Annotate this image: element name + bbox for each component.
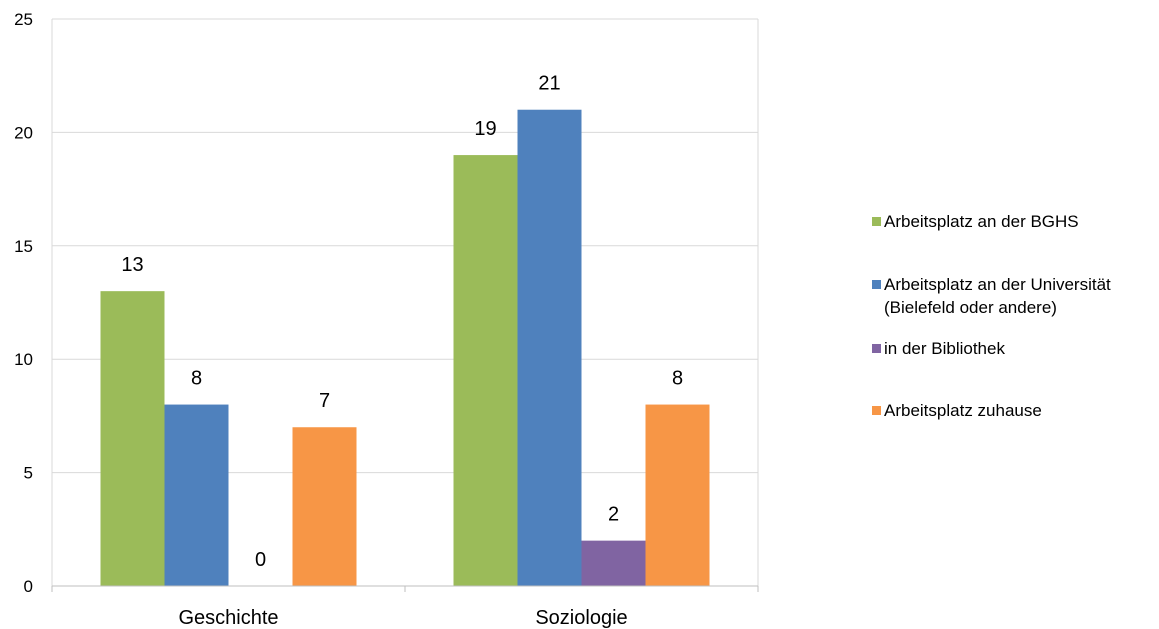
- gridlines: [51, 18, 759, 586]
- data-label: 2: [608, 504, 619, 526]
- legend: Arbeitsplatz an der BGHS Arbeitsplatz an …: [872, 0, 1159, 629]
- legend-label-line: Arbeitsplatz zuhause: [884, 401, 1042, 420]
- y-axis-tick-labels: 0 5 10 15 20 25: [14, 10, 33, 596]
- data-label: 13: [121, 254, 143, 276]
- bar: [645, 404, 710, 586]
- y-tick-label: 5: [24, 464, 33, 483]
- legend-label-line: Arbeitsplatz an der BGHS: [884, 212, 1079, 231]
- legend-item: Arbeitsplatz an der BGHS: [872, 210, 1079, 233]
- data-label: 7: [319, 390, 330, 412]
- value-labels: 13 8 0 7 19 21 2 8: [121, 73, 683, 571]
- bar-chart: 0 5 10 15 20 25 13 8 0 7 19 21 2 8 Geschichte Soziolo…: [14, 10, 759, 629]
- data-label: 8: [191, 368, 202, 390]
- data-label: 8: [672, 368, 683, 390]
- data-label: 21: [538, 73, 560, 95]
- legend-label-line: in der Bibliothek: [884, 339, 1005, 358]
- x-axis: [51, 585, 759, 592]
- legend-label: Arbeitsplatz an der Universität (Bielefel…: [884, 273, 1111, 319]
- data-label: 19: [474, 118, 496, 140]
- bar: [517, 109, 582, 586]
- bar: [100, 291, 165, 586]
- legend-swatch: [872, 217, 881, 226]
- legend-label: Arbeitsplatz zuhause: [884, 399, 1042, 422]
- bar: [292, 427, 357, 586]
- bars: [100, 109, 710, 586]
- y-tick-label: 10: [14, 350, 33, 369]
- legend-label-line: (Bielefeld oder andere): [884, 298, 1057, 317]
- bar: [453, 155, 518, 586]
- y-tick-label: 0: [24, 577, 33, 596]
- y-tick-label: 25: [14, 10, 33, 29]
- y-tick-label: 20: [14, 123, 33, 142]
- x-category-label: Soziologie: [535, 607, 627, 629]
- legend-item: Arbeitsplatz zuhause: [872, 399, 1042, 422]
- legend-swatch: [872, 406, 881, 415]
- legend-label: in der Bibliothek: [884, 337, 1005, 360]
- x-axis-category-labels: Geschichte Soziologie: [178, 607, 627, 629]
- legend-label-line: Arbeitsplatz an der Universität: [884, 275, 1111, 294]
- x-category-label: Geschichte: [178, 607, 278, 629]
- legend-item: in der Bibliothek: [872, 337, 1005, 360]
- legend-item: Arbeitsplatz an der Universität (Bielefel…: [872, 273, 1111, 319]
- data-label: 0: [255, 549, 266, 571]
- legend-swatch: [872, 344, 881, 353]
- legend-label: Arbeitsplatz an der BGHS: [884, 210, 1079, 233]
- bar: [164, 404, 229, 586]
- bar: [581, 540, 646, 586]
- y-tick-label: 15: [14, 237, 33, 256]
- legend-swatch: [872, 280, 881, 289]
